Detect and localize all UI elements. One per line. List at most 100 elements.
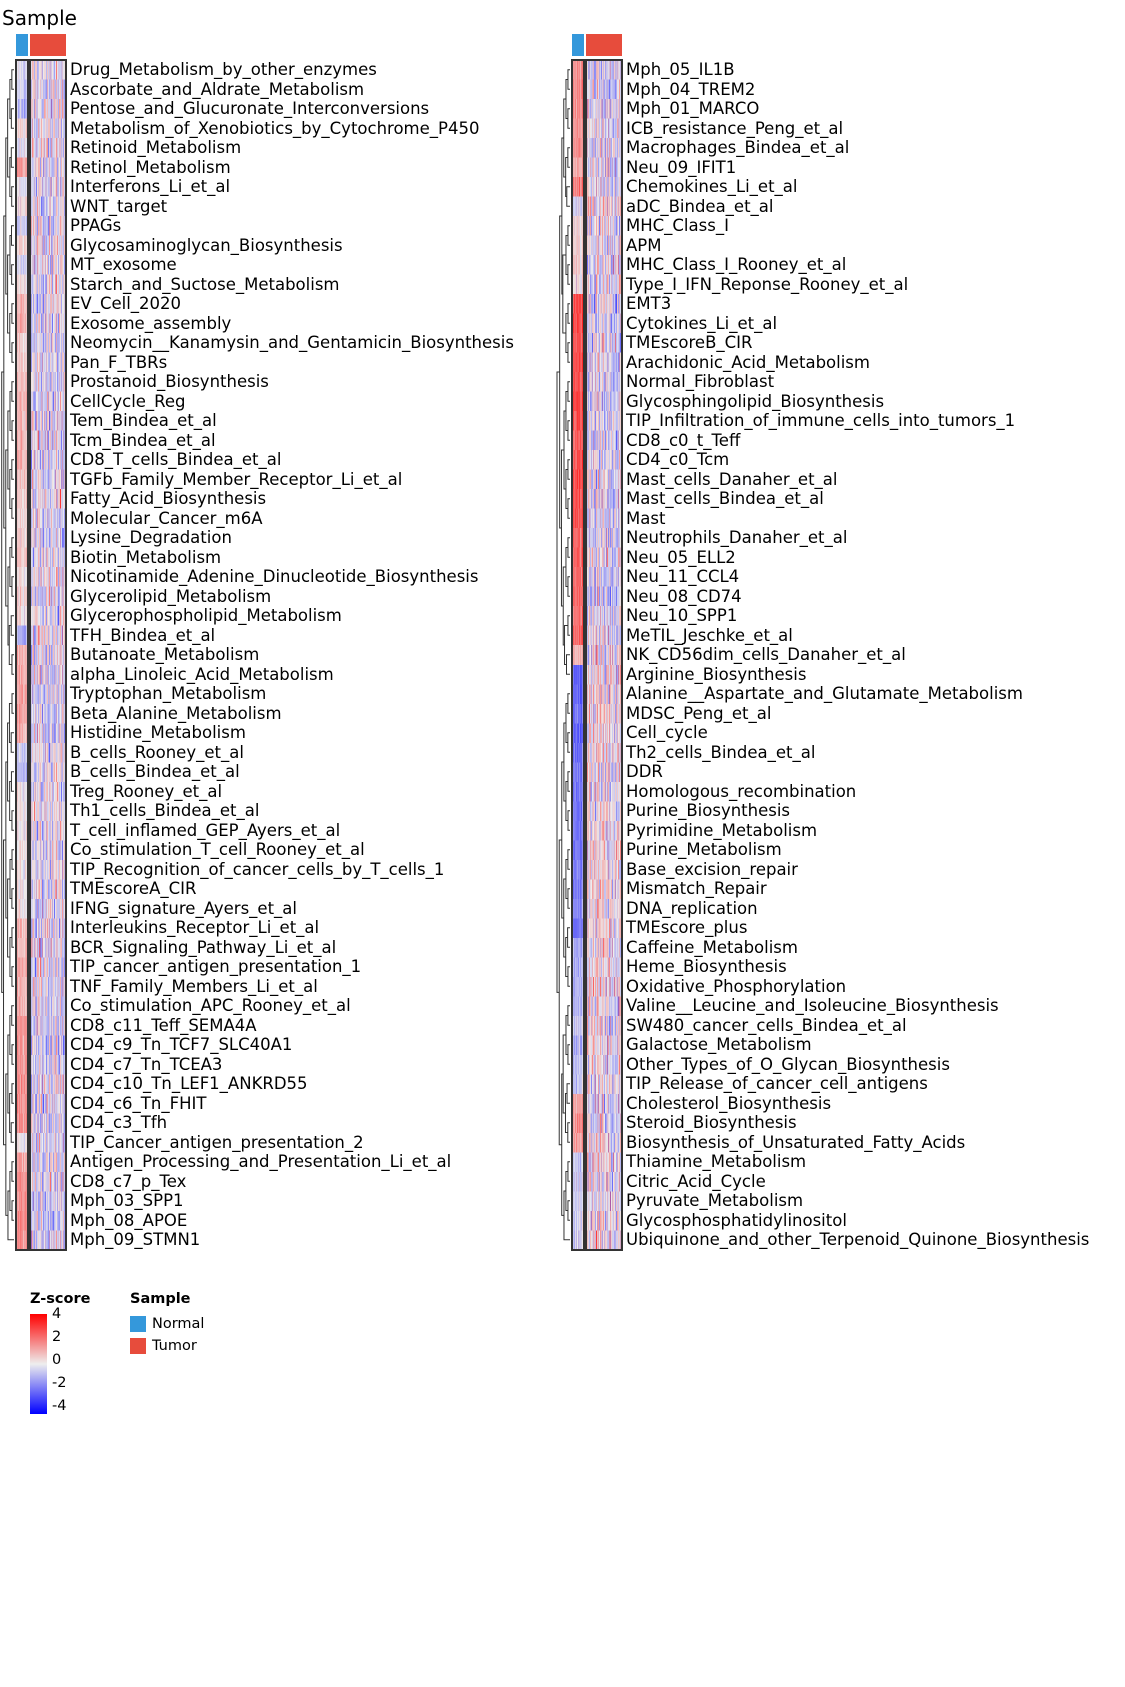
row-label: DDR xyxy=(626,762,663,781)
row-label: Tcm_Bindea_et_al xyxy=(70,430,216,450)
row-label: B_cells_Bindea_et_al xyxy=(70,762,240,781)
annotation-bar-normal xyxy=(16,34,28,56)
row-label: ICB_resistance_Peng_et_al xyxy=(626,118,844,138)
legend-label-tumor: Tumor xyxy=(152,1338,197,1354)
row-label: Mph_01_MARCO xyxy=(626,99,760,118)
dendrogram-branch xyxy=(564,625,568,665)
row-label: Citric_Acid_Cycle xyxy=(626,1171,766,1191)
heatmap-tumor-columns xyxy=(586,60,622,1250)
row-label: Mph_05_IL1B xyxy=(626,60,735,79)
row-label: Purine_Biosynthesis xyxy=(626,801,791,820)
row-label: Cholesterol_Biosynthesis xyxy=(626,1093,832,1113)
row-label: Beta_Alanine_Metabolism xyxy=(70,703,282,723)
row-label: APM xyxy=(626,235,662,255)
row-label: MT_exosome xyxy=(70,255,177,274)
row-label: Co_stimulation_T_cell_Rooney_et_al xyxy=(70,840,365,859)
dendrogram-branch xyxy=(565,391,568,431)
row-label: TFH_Bindea_et_al xyxy=(70,625,216,645)
row-label: Th1_cells_Bindea_et_al xyxy=(70,801,260,820)
row-label: TMEscoreB_CIR xyxy=(626,333,753,352)
dendrogram-branch xyxy=(11,303,14,324)
row-label: Histidine_Metabolism xyxy=(70,723,246,742)
row-label: Alanine__Aspartate_and_Glutamate_Metabol… xyxy=(626,684,1023,703)
dendrogram-branch xyxy=(567,108,570,129)
row-label: Ubiquinone_and_other_Terpenoid_Quinone_B… xyxy=(626,1230,1090,1249)
dendrogram-branch xyxy=(563,722,566,802)
dendrogram-branch xyxy=(567,147,570,168)
dendrogram-branch xyxy=(567,381,570,402)
row-label: MeTIL_Jeschke_et_al xyxy=(626,625,793,645)
row-label: Retinol_Metabolism xyxy=(70,157,231,177)
annotation-bar-normal xyxy=(572,34,584,56)
row-label: CD4_c0_Tcm xyxy=(626,450,730,469)
dendrogram-branch xyxy=(567,888,570,909)
dendrogram-branch xyxy=(567,615,570,636)
row-label: CD4_c7_Tn_TCEA3 xyxy=(70,1054,223,1074)
heatmap-normal-columns xyxy=(16,60,28,1250)
column-annotation-title: Sample xyxy=(2,6,77,30)
dendrogram-branch xyxy=(567,459,570,480)
row-label: Heme_Biosynthesis xyxy=(626,957,787,976)
dendrogram-branch xyxy=(567,1044,570,1065)
row-label: Mph_04_TREM2 xyxy=(626,79,756,99)
row-label: Cell_cycle xyxy=(626,723,708,742)
row-label: Antigen_Processing_and_Presentation_Li_e… xyxy=(70,1152,452,1171)
row-label: DNA_replication xyxy=(626,898,758,918)
row-label: B_cells_Rooney_et_al xyxy=(70,742,244,762)
dendrogram-branch xyxy=(11,537,14,558)
dendrogram-branch xyxy=(10,147,14,168)
dendrogram-branch xyxy=(567,849,570,870)
row-label: Pyruvate_Metabolism xyxy=(626,1191,804,1210)
row-label: Pentose_and_Glucuronate_Interconversions xyxy=(70,99,430,118)
row-label: Starch_and_Suctose_Metabolism xyxy=(70,274,340,294)
row-label: Molecular_Cancer_m6A xyxy=(70,508,263,528)
dendrogram-branch xyxy=(11,1161,14,1182)
row-label: Neutrophils_Danaher_et_al xyxy=(626,528,848,547)
dendrogram-branch xyxy=(11,576,14,597)
dendrogram-branch xyxy=(1,371,4,993)
row-label: Biotin_Metabolism xyxy=(70,547,222,567)
row-label: CD4_c9_Tn_TCF7_SLC40A1 xyxy=(70,1035,293,1054)
row-label: Steroid_Biosynthesis xyxy=(626,1113,797,1132)
row-label: Treg_Rooney_et_al xyxy=(70,781,223,801)
dendrogram-branch xyxy=(561,761,564,919)
row-label: CellCycle_Reg xyxy=(70,391,186,411)
row-label: MHC_Class_I xyxy=(626,216,729,235)
zscore-tick-label: 4 xyxy=(52,1306,62,1322)
dendrogram-branch xyxy=(11,381,14,402)
row-label: Mismatch_Repair xyxy=(626,879,767,898)
dendrogram-branch xyxy=(556,371,560,993)
dendrogram-branch xyxy=(567,342,570,363)
row-label: SW480_cancer_cells_Bindea_et_al xyxy=(626,1015,907,1035)
row-label: Metabolism_of_Xenobiotics_by_Cytochrome_… xyxy=(70,118,480,138)
dendrogram-branch xyxy=(11,1083,14,1104)
legend-swatch-normal xyxy=(130,1316,146,1332)
dendrogram-branch xyxy=(10,615,14,636)
row-label: Interleukins_Receptor_Li_et_al xyxy=(70,918,320,937)
row-label: CD8_c7_p_Tex xyxy=(70,1171,187,1191)
row-label: Tem_Bindea_et_al xyxy=(70,411,217,430)
dendrogram-branch xyxy=(11,186,14,207)
row-label: Arachidonic_Acid_Metabolism xyxy=(626,352,870,372)
dendrogram-branch xyxy=(11,420,14,441)
row-label: Caffeine_Metabolism xyxy=(626,937,798,957)
row-label: Neu_09_IFIT1 xyxy=(626,157,737,177)
row-label: TMEscoreA_CIR xyxy=(70,879,197,898)
heatmap-normal-columns xyxy=(572,60,584,1250)
zscore-tick-label: 2 xyxy=(52,1329,62,1345)
dendrogram-branch xyxy=(567,810,570,831)
dendrogram-branch xyxy=(11,849,14,870)
dendrogram-branch xyxy=(10,771,14,792)
dendrogram-branch xyxy=(11,693,14,714)
row-label: Butanoate_Metabolism xyxy=(70,645,260,664)
row-label: Neu_08_CD74 xyxy=(626,586,742,606)
dendrogram-branch xyxy=(566,1083,570,1104)
row-label: Mast_cells_Bindea_et_al xyxy=(626,489,824,508)
row-label: Mph_09_STMN1 xyxy=(70,1230,201,1249)
dendrogram-branch xyxy=(11,927,14,948)
row-label: CD8_c11_Teff_SEMA4A xyxy=(70,1015,257,1035)
dendrogram-branch xyxy=(11,966,14,987)
zscore-colorbar xyxy=(30,1314,47,1414)
row-label: Chemokines_Li_et_al xyxy=(626,177,798,196)
zscore-tick-label: 0 xyxy=(52,1352,62,1368)
